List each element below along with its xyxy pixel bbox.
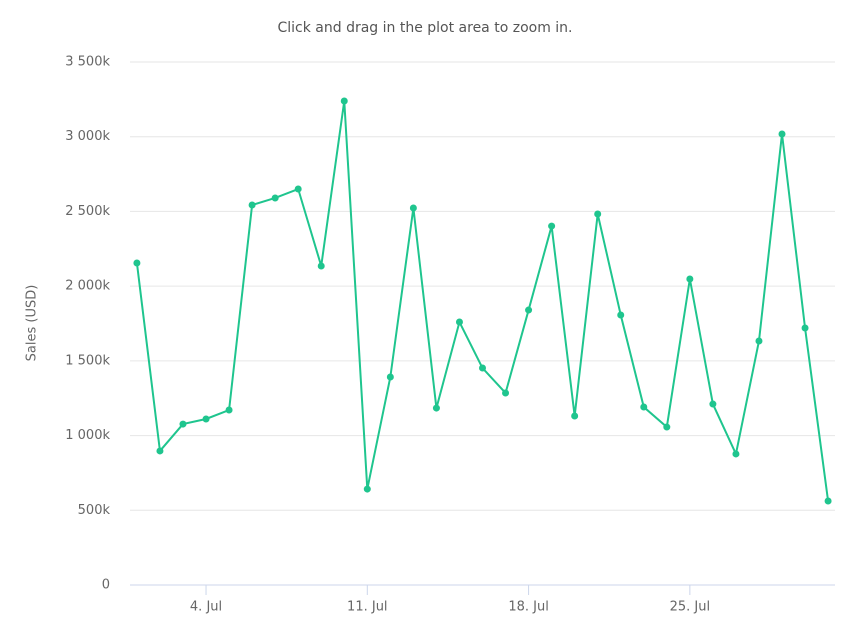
y-tick-label: 500k [78,503,111,518]
y-tick-label: 3 500k [65,55,110,70]
point [202,415,210,423]
point [294,185,302,193]
y-tick-label: 1 500k [65,353,110,368]
x-tick-label: 4. Jul [190,600,222,615]
point [363,485,371,493]
point [640,403,648,411]
point [594,210,602,218]
chart-subtitle: Click and drag in the plot area to zoom … [277,20,572,36]
point [271,194,279,202]
point [156,447,164,455]
point [778,130,786,138]
y-tick-label: 2 500k [65,204,110,219]
y-tick-label: 2 000k [65,279,110,294]
y-tick-label: 1 000k [65,428,110,443]
point [801,324,809,332]
y-tick-label: 0 [102,578,110,593]
series-line [135,100,830,502]
y-tick-label: 3 000k [65,129,110,144]
point [133,259,141,267]
point [225,406,233,414]
point [755,337,763,345]
point [248,201,256,209]
point [709,400,717,408]
x-tick-label: 25. Jul [670,600,711,615]
point [409,204,417,212]
point [317,262,325,270]
point [455,318,463,326]
x-tick-label: 18. Jul [508,600,549,615]
point [386,373,394,381]
point [179,420,187,428]
point [479,364,486,372]
point [617,311,625,319]
point [340,97,348,105]
point [571,412,579,420]
point [432,404,440,412]
point [732,450,740,458]
y-axis-title: Sales (USD) [25,285,40,362]
point [663,423,671,431]
x-tick-label: 11. Jul [347,600,388,615]
point [502,389,510,397]
point [548,222,556,230]
point [525,306,533,314]
point [686,275,694,283]
point [824,497,832,505]
